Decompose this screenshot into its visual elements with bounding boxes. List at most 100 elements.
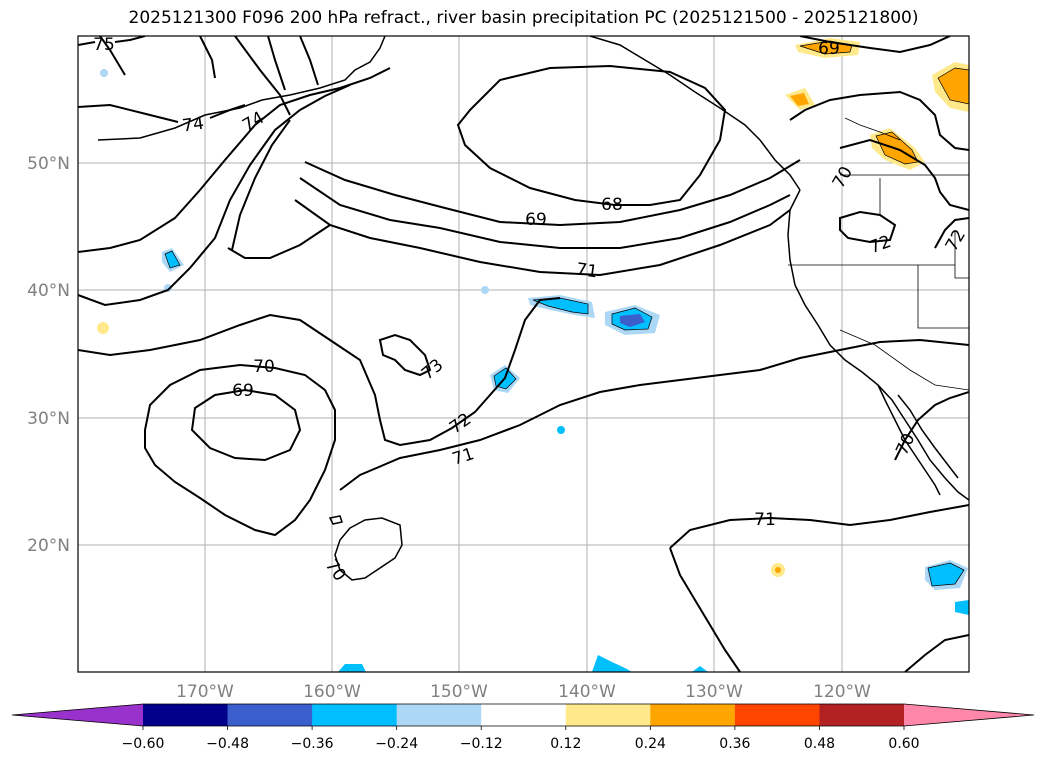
colorbar-tick-label: −0.48 xyxy=(206,736,249,752)
colorbar-tick-label: 0.24 xyxy=(635,736,666,752)
contour-71-lower xyxy=(339,338,969,491)
contour-68-low xyxy=(456,64,727,206)
colorbar-segment xyxy=(396,704,482,726)
colorbar-segment xyxy=(312,704,398,726)
coastlines xyxy=(97,36,969,581)
contour-left-column-b xyxy=(199,36,216,79)
colorbar-tick-label: −0.36 xyxy=(291,736,334,752)
contour-label: 71 xyxy=(575,260,599,283)
longitude-labels: 170°W 160°W 150°W 140°W 130°W 120°W xyxy=(176,682,871,702)
negative-anomaly-patch xyxy=(928,563,964,586)
contour-70 xyxy=(299,177,791,249)
alaska-panhandle-coast xyxy=(589,36,801,191)
negative-anomaly-patch xyxy=(692,666,708,672)
colorbar-extend-min xyxy=(12,704,143,726)
contour-73 xyxy=(378,333,432,377)
refractivity-contours xyxy=(78,36,969,672)
positive-anomaly-patch xyxy=(938,68,969,104)
negative-anomaly-dot xyxy=(481,286,489,294)
contour-72-lower xyxy=(78,297,561,447)
contour-line-2 xyxy=(267,36,286,91)
colorbar-segment xyxy=(143,704,229,726)
contour-74 xyxy=(78,103,179,123)
contour-label: 69 xyxy=(232,381,254,401)
lat-label-30n: 30°N xyxy=(27,409,70,429)
contour-label: 69 xyxy=(818,39,840,59)
colorbar-extend-max xyxy=(904,704,1034,726)
contour-72-right xyxy=(839,210,897,244)
colorbar-segment xyxy=(227,704,313,726)
contour-line-1 xyxy=(234,36,291,116)
lat-label-50n: 50°N xyxy=(27,154,70,174)
contour-line-7 xyxy=(227,224,331,259)
colorbar-tick-label: −0.24 xyxy=(375,736,418,752)
colorbar-tick-label: −0.12 xyxy=(460,736,503,752)
contour-line-3 xyxy=(299,36,319,86)
lon-label-160w: 160°W xyxy=(303,682,361,702)
contour-label: 75 xyxy=(93,35,115,55)
map-frame xyxy=(77,35,970,673)
negative-anomaly-patch xyxy=(592,655,632,672)
baja-east-coast xyxy=(897,394,959,479)
lon-label-130w: 130°W xyxy=(685,682,743,702)
contour-bottom-right xyxy=(904,634,969,672)
colorbar-tick-label: −0.60 xyxy=(122,736,165,752)
negative-anomaly-patch xyxy=(620,314,645,327)
negative-anomaly-dot xyxy=(100,69,108,77)
lon-label-150w: 150°W xyxy=(430,682,488,702)
contour-left-column xyxy=(99,36,126,76)
hawaii-island xyxy=(334,517,403,581)
colorbar-segment xyxy=(650,704,736,726)
contour-75b xyxy=(114,36,146,43)
contour-69 xyxy=(304,159,801,227)
contour-69-low xyxy=(190,388,302,462)
colorbar-segment xyxy=(481,704,567,726)
lat-label-20n: 20°N xyxy=(27,536,70,556)
contour-71 xyxy=(294,199,791,277)
colorbar-tick-label: 0.48 xyxy=(804,736,835,752)
contour-72-right-b xyxy=(934,217,969,249)
positive-anomaly-dot xyxy=(97,322,109,334)
contour-71-bottom xyxy=(669,504,969,549)
baja-california xyxy=(877,384,941,496)
contour-line-5 xyxy=(78,84,351,307)
lon-label-170w: 170°W xyxy=(176,682,234,702)
map-title: 2025121300 F096 200 hPa refract., river … xyxy=(128,8,919,28)
lon-label-140w: 140°W xyxy=(558,682,616,702)
colorbar-tick-label: 0.60 xyxy=(888,736,919,752)
lon-label-120w: 120°W xyxy=(813,682,871,702)
latitude-labels: 50°N 40°N 30°N 20°N xyxy=(27,154,70,556)
colorbar-segment xyxy=(819,704,905,726)
lat-label-40n: 40°N xyxy=(27,281,70,301)
positive-anomaly-dot xyxy=(775,567,781,573)
contour-70-right xyxy=(894,391,969,461)
map-area xyxy=(78,36,969,672)
alaska-coast xyxy=(97,36,386,141)
contour-line-6 xyxy=(231,119,291,251)
contour-upper-right xyxy=(799,36,951,54)
colorbar-segment xyxy=(734,704,820,726)
colorbar-tick-label: 0.36 xyxy=(719,736,750,752)
contour-75 xyxy=(78,41,96,46)
political-borders xyxy=(788,117,969,391)
contour-label: 71 xyxy=(754,510,776,530)
negative-anomaly-patch xyxy=(533,298,588,314)
contour-upper-right-c xyxy=(839,138,969,211)
colorbar-tick-label: 0.12 xyxy=(550,736,581,752)
contour-74b xyxy=(209,104,246,119)
colorbar: −0.60 −0.48 −0.36 −0.24 −0.12 0.12 0.24 0.36 0.4… xyxy=(11,703,1035,752)
negative-anomaly-dot xyxy=(557,426,565,434)
north-america-west-coast xyxy=(787,189,969,501)
kauai-island xyxy=(328,515,343,525)
contour-label: 68 xyxy=(601,195,623,215)
contour-70-low xyxy=(144,363,336,537)
colorbar-segment xyxy=(565,704,651,726)
contour-71-bottom-b xyxy=(669,547,741,672)
contour-label: 74 xyxy=(181,114,205,137)
contour-label: 70 xyxy=(253,357,275,377)
positive-anomaly-patch xyxy=(790,93,809,106)
graticule xyxy=(78,36,969,672)
contour-upper-right-b xyxy=(789,90,969,151)
negative-anomaly-patch xyxy=(955,600,969,615)
